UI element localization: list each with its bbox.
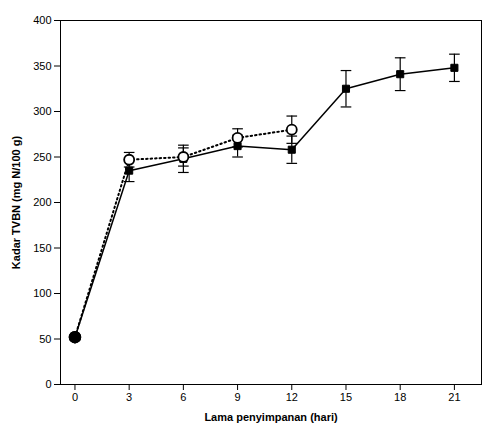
svg-text:21: 21 xyxy=(448,391,460,403)
svg-text:Lama penyimpanan (hari): Lama penyimpanan (hari) xyxy=(204,411,338,423)
svg-text:9: 9 xyxy=(235,391,241,403)
svg-text:150: 150 xyxy=(33,242,51,254)
svg-text:0: 0 xyxy=(45,378,51,390)
svg-text:400: 400 xyxy=(33,14,51,26)
svg-text:250: 250 xyxy=(33,151,51,163)
svg-text:200: 200 xyxy=(33,196,51,208)
svg-text:3: 3 xyxy=(126,391,132,403)
svg-text:300: 300 xyxy=(33,105,51,117)
svg-text:50: 50 xyxy=(39,333,51,345)
svg-text:350: 350 xyxy=(33,60,51,72)
svg-text:6: 6 xyxy=(180,391,186,403)
svg-text:15: 15 xyxy=(340,391,352,403)
svg-text:Kadar TVBN (mg N/100 g): Kadar TVBN (mg N/100 g) xyxy=(10,136,22,270)
svg-text:0: 0 xyxy=(72,391,78,403)
svg-text:12: 12 xyxy=(286,391,298,403)
svg-text:100: 100 xyxy=(33,287,51,299)
svg-text:18: 18 xyxy=(394,391,406,403)
